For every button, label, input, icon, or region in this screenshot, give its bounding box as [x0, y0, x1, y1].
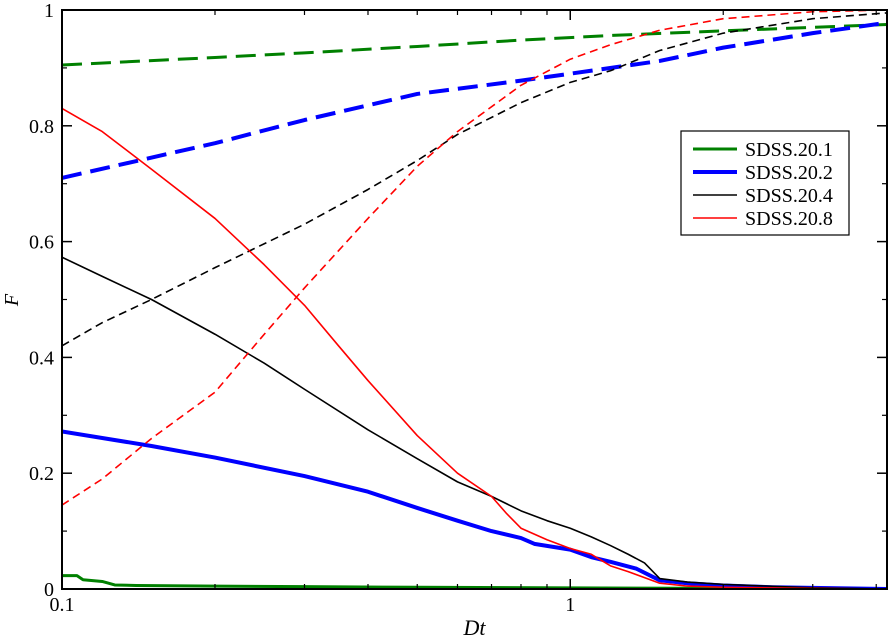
- y-tick-label: 0: [44, 579, 54, 601]
- series-line-3-solid: [62, 429, 887, 589]
- y-tick-label: 1: [44, 0, 54, 22]
- y-tick-label: 0.2: [29, 463, 54, 485]
- series-line-8-dashed: [62, 10, 887, 506]
- series-line-2-dashed: [62, 22, 887, 67]
- series-line-6-dashed: [62, 12, 887, 347]
- axes-layer: 0 0.2 0.4 0.6 0.8 1 0.1 1: [29, 0, 888, 616]
- plot-frame: [61, 9, 888, 590]
- legend-label: SDSS.20.8: [745, 208, 833, 230]
- y-tick-label: 0.4: [29, 347, 54, 369]
- series-layer: [62, 10, 887, 589]
- x-tick-label: 0.1: [50, 594, 75, 616]
- legend-label: SDSS.20.4: [745, 185, 833, 207]
- series-line-1-solid: [62, 574, 887, 589]
- x-tick-label: 1: [565, 594, 575, 616]
- legend-label: SDSS.20.2: [745, 162, 833, 184]
- series-line-7-solid: [62, 107, 887, 589]
- series-line-5-solid: [62, 256, 887, 589]
- y-tick-label: 0.6: [29, 232, 54, 254]
- series-line-4-dashed: [62, 20, 887, 180]
- y-axis-title: F: [1, 293, 23, 307]
- x-axis-title: Dt: [463, 615, 487, 639]
- y-tick-label: 0.8: [29, 116, 54, 138]
- legend-label: SDSS.20.1: [745, 139, 833, 161]
